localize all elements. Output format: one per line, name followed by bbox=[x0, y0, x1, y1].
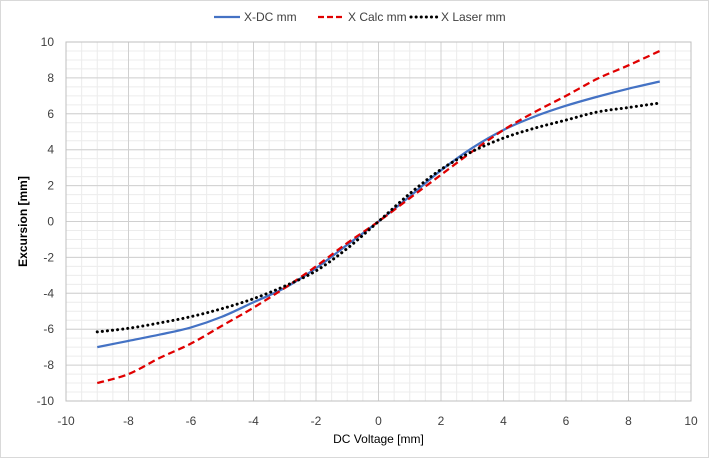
y-tick-label: -2 bbox=[43, 250, 54, 264]
y-axis-title: Excursion [mm] bbox=[16, 176, 30, 267]
y-tick-label: 2 bbox=[47, 179, 54, 193]
x-tick-label: -4 bbox=[248, 414, 259, 428]
legend-label-1: X Calc mm bbox=[348, 10, 407, 24]
legend: X-DC mm X Calc mm X Laser mm bbox=[214, 10, 506, 24]
y-tick-label: -6 bbox=[43, 322, 54, 336]
gridlines bbox=[65, 41, 692, 402]
y-tick-label: -4 bbox=[43, 286, 54, 300]
x-tick-label: 0 bbox=[375, 414, 382, 428]
x-tick-label: -6 bbox=[186, 414, 197, 428]
series-line-0 bbox=[97, 80, 661, 349]
x-axis-title: DC Voltage [mm] bbox=[333, 432, 424, 446]
axis-labels: -10 -8 -6 -4 -2 0 2 4 6 8 10 10 8 6 4 2 0 -2 -4 -6 -8 -10 bbox=[37, 35, 698, 428]
series-line-1 bbox=[96, 49, 661, 385]
y-tick-label: 4 bbox=[47, 143, 54, 157]
x-tick-label: 6 bbox=[563, 414, 570, 428]
y-tick-label: 10 bbox=[41, 35, 55, 49]
y-tick-label: -10 bbox=[37, 394, 55, 408]
legend-label-0: X-DC mm bbox=[244, 10, 297, 24]
x-tick-label: 4 bbox=[500, 414, 507, 428]
legend-label-2: X Laser mm bbox=[441, 10, 506, 24]
plot-area-border bbox=[65, 41, 692, 402]
x-tick-label: 8 bbox=[625, 414, 632, 428]
x-tick-label: -8 bbox=[123, 414, 134, 428]
x-tick-label: 10 bbox=[684, 414, 698, 428]
y-tick-label: 6 bbox=[47, 107, 54, 121]
x-tick-label: -10 bbox=[57, 414, 75, 428]
series-line-2 bbox=[95, 101, 662, 334]
y-tick-label: 0 bbox=[47, 215, 54, 229]
series-lines bbox=[95, 49, 662, 385]
x-tick-label: 2 bbox=[438, 414, 445, 428]
y-tick-label: 8 bbox=[47, 71, 54, 85]
y-tick-label: -8 bbox=[43, 358, 54, 372]
x-tick-label: -2 bbox=[311, 414, 322, 428]
